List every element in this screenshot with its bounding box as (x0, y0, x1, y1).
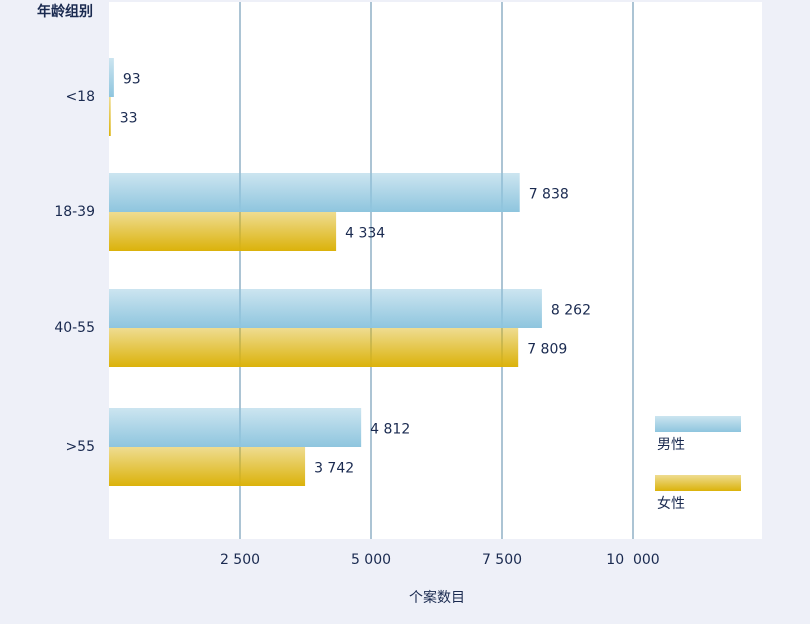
data-label: 7 809 (527, 342, 567, 358)
legend-label: 女性 (657, 495, 685, 512)
bar (109, 58, 114, 97)
data-label: 4 334 (345, 226, 385, 242)
y-axis-title: 年龄组别 (37, 3, 93, 20)
data-label: 3 742 (314, 461, 354, 477)
bar (109, 173, 520, 212)
data-label: 4 812 (370, 422, 410, 438)
legend-label: 男性 (657, 437, 685, 453)
x-tick-label: 10 000 (606, 552, 659, 568)
y-tick-label: <18 (65, 89, 95, 105)
legend-swatch (655, 475, 741, 491)
legend-swatch (655, 416, 741, 432)
x-tick-label: 2 500 (220, 552, 260, 568)
data-label: 7 838 (529, 187, 569, 203)
x-tick-label: 7 500 (482, 552, 522, 568)
bar (109, 408, 362, 447)
bar (109, 212, 337, 251)
y-tick-label: >55 (65, 439, 95, 455)
y-tick-label: 40-55 (54, 320, 95, 336)
bar (109, 328, 519, 367)
bar (109, 447, 306, 486)
y-tick-label: 18-39 (54, 204, 95, 220)
x-tick-label: 5 000 (351, 552, 391, 568)
bar (109, 97, 111, 136)
x-axis-title: 个案数目 (409, 589, 465, 606)
data-label: 93 (123, 72, 141, 88)
data-label: 33 (120, 111, 138, 127)
bar (109, 289, 542, 328)
data-label: 8 262 (551, 303, 591, 319)
